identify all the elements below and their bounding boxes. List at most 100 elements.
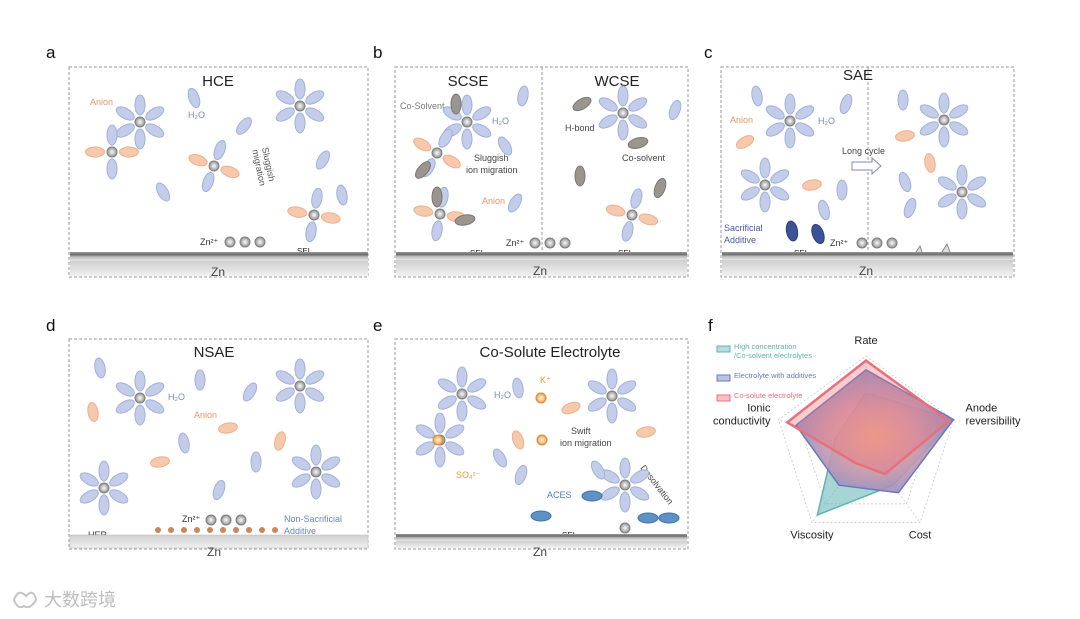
- zn-label: Zn: [211, 265, 225, 279]
- panel-letter-c: c: [704, 43, 713, 62]
- legend-label: Electrolyte with additives: [734, 371, 816, 380]
- zn-electrode: [396, 534, 687, 541]
- anion-label: Anion: [730, 115, 753, 125]
- long-cycle-arrow-icon: [851, 156, 882, 176]
- zn-ion-label: Zn²⁺: [200, 237, 219, 247]
- zn-electrode-base: [722, 260, 1013, 276]
- water-label: H₂O: [818, 116, 835, 126]
- panel-f: f High concentration/Co-solvent electrol…: [708, 316, 1021, 541]
- zn-electrode: [722, 252, 1013, 260]
- radar-axis-label: Rate: [854, 335, 877, 347]
- long-cycle-label: Long cycle: [842, 146, 885, 156]
- sluggish-label: Sluggish ion migration: [466, 153, 518, 175]
- panel-b: b SCSE WCSE Co-Solvent H₂O Sluggish ion …: [373, 43, 689, 278]
- water-label: H₂O: [168, 392, 185, 402]
- zn-electrode: [396, 252, 687, 260]
- panel-d: d NSAE H₂O Anion Zn²⁺: [46, 316, 369, 559]
- panel-b-title-right: WCSE: [595, 73, 640, 90]
- radar-axis-label: Anode reversibility: [965, 403, 1021, 428]
- zn-ions: [856, 237, 898, 249]
- zn-ions: [529, 237, 571, 249]
- cosolvent-molecule: [431, 186, 443, 208]
- sacrificial-additive-label: Sacrificial Additive: [724, 223, 765, 245]
- zn-label: Zn: [207, 545, 221, 559]
- legend-swatch: [716, 374, 731, 382]
- panel-b-title-left: SCSE: [448, 73, 489, 90]
- non-sacrificial-additive-label: Non-Sacrificial Additive: [284, 514, 345, 536]
- sluggish-label: Sluggish migration: [250, 146, 277, 186]
- panel-a: a HCE Anion H₂O Sluggish migration Zn²⁺ …: [46, 43, 369, 279]
- molecule-clusters: [86, 79, 350, 246]
- panel-d-title: NSAE: [194, 344, 235, 361]
- anion-label: Anion: [90, 97, 113, 107]
- cosolvent-molecule: [653, 177, 667, 199]
- anion-label: Anion: [482, 196, 505, 206]
- panel-e-frame: [394, 338, 689, 550]
- panel-letter-f: f: [708, 316, 713, 335]
- legend-swatch: [716, 345, 731, 353]
- watermark: 大数跨境: [12, 590, 116, 611]
- zn-ion-label: Zn²⁺: [506, 238, 525, 248]
- zn-ion-label: Zn²⁺: [182, 514, 201, 524]
- k-ions: [432, 392, 548, 446]
- panel-letter-e: e: [373, 316, 382, 335]
- zn-electrode-base: [70, 261, 368, 276]
- zn-label: Zn: [533, 545, 547, 559]
- aces-label: ACES: [547, 490, 572, 500]
- aces-molecules: [530, 490, 680, 524]
- panel-c-title: SAE: [843, 67, 873, 84]
- panel-letter-a: a: [46, 43, 56, 62]
- panel-e: e Co-Solute Electrolyte H₂O K⁺ Swift ion…: [373, 316, 689, 559]
- chart-legend: High concentration/Co-solvent electrolyt…: [716, 342, 816, 402]
- zn-electrode: [70, 252, 368, 261]
- sei-label: SEI: [297, 247, 310, 256]
- cosolvent-molecule: [572, 96, 592, 112]
- molecule-clusters: [401, 84, 684, 248]
- water-label: H₂O: [188, 110, 205, 120]
- cosolvent-left-label: Co-Solvent: [400, 101, 445, 111]
- legend-label: High concentration/Co-solvent electrolyt…: [734, 342, 812, 360]
- molecule-clusters: [733, 84, 988, 245]
- radar-chart: Rate Anode reversibility Cost Viscosity Ionic…: [713, 335, 1021, 541]
- molecule-clusters: [414, 367, 657, 512]
- sacrificial-additive-molecule: [811, 223, 825, 245]
- legend-swatch: [716, 394, 731, 402]
- watermark-logo-icon: [12, 591, 38, 609]
- panel-a-title: HCE: [202, 73, 234, 90]
- molecule-clusters: [78, 356, 342, 515]
- zn-electrode-base: [396, 541, 687, 548]
- k-ion-label: K⁺: [540, 375, 551, 385]
- cosolvent-molecule: [454, 214, 476, 226]
- water-label: H₂O: [492, 116, 509, 126]
- radar-axis-label: Viscosity: [790, 529, 834, 541]
- radar-axis-label: Ionic conductivity: [713, 403, 771, 428]
- cosolvent-right-label: Co-solvent: [622, 153, 666, 163]
- watermark-text: 大数跨境: [44, 590, 116, 611]
- panel-letter-b: b: [373, 43, 382, 62]
- swift-label: Swift ion migration: [560, 426, 612, 448]
- zn-electrode: [69, 534, 369, 549]
- zn-ions: [224, 236, 266, 248]
- panel-e-title: Co-Solute Electrolyte: [480, 344, 621, 361]
- zn-electrode-base: [396, 260, 687, 276]
- hbond-label: H-bond: [565, 123, 595, 133]
- panel-c: c SAE Anion H₂O Long cycle Sacrificial A…: [704, 43, 1015, 278]
- legend-label: Co-solute electrolyte: [734, 391, 802, 400]
- panel-a-frame: [68, 66, 369, 278]
- zn-label: Zn: [859, 264, 873, 278]
- radar-axis-label: Cost: [909, 529, 932, 541]
- panel-letter-d: d: [46, 316, 55, 335]
- so4-label: SO₄²⁻: [456, 470, 481, 480]
- zn-ion-label: Zn²⁺: [830, 238, 849, 248]
- cosolvent-molecule: [450, 93, 462, 115]
- cosolvent-molecule: [415, 161, 431, 179]
- cosolvent-molecule: [627, 137, 649, 149]
- panel-d-frame: [68, 338, 369, 550]
- dendrite-icons: [915, 242, 951, 253]
- radar-series-2: [794, 368, 955, 494]
- radar-series-3: [785, 359, 952, 476]
- non-sacrificial-additive-dots: [155, 527, 278, 533]
- sacrificial-additive-molecule: [785, 220, 799, 242]
- cosolvent-molecule: [574, 165, 586, 187]
